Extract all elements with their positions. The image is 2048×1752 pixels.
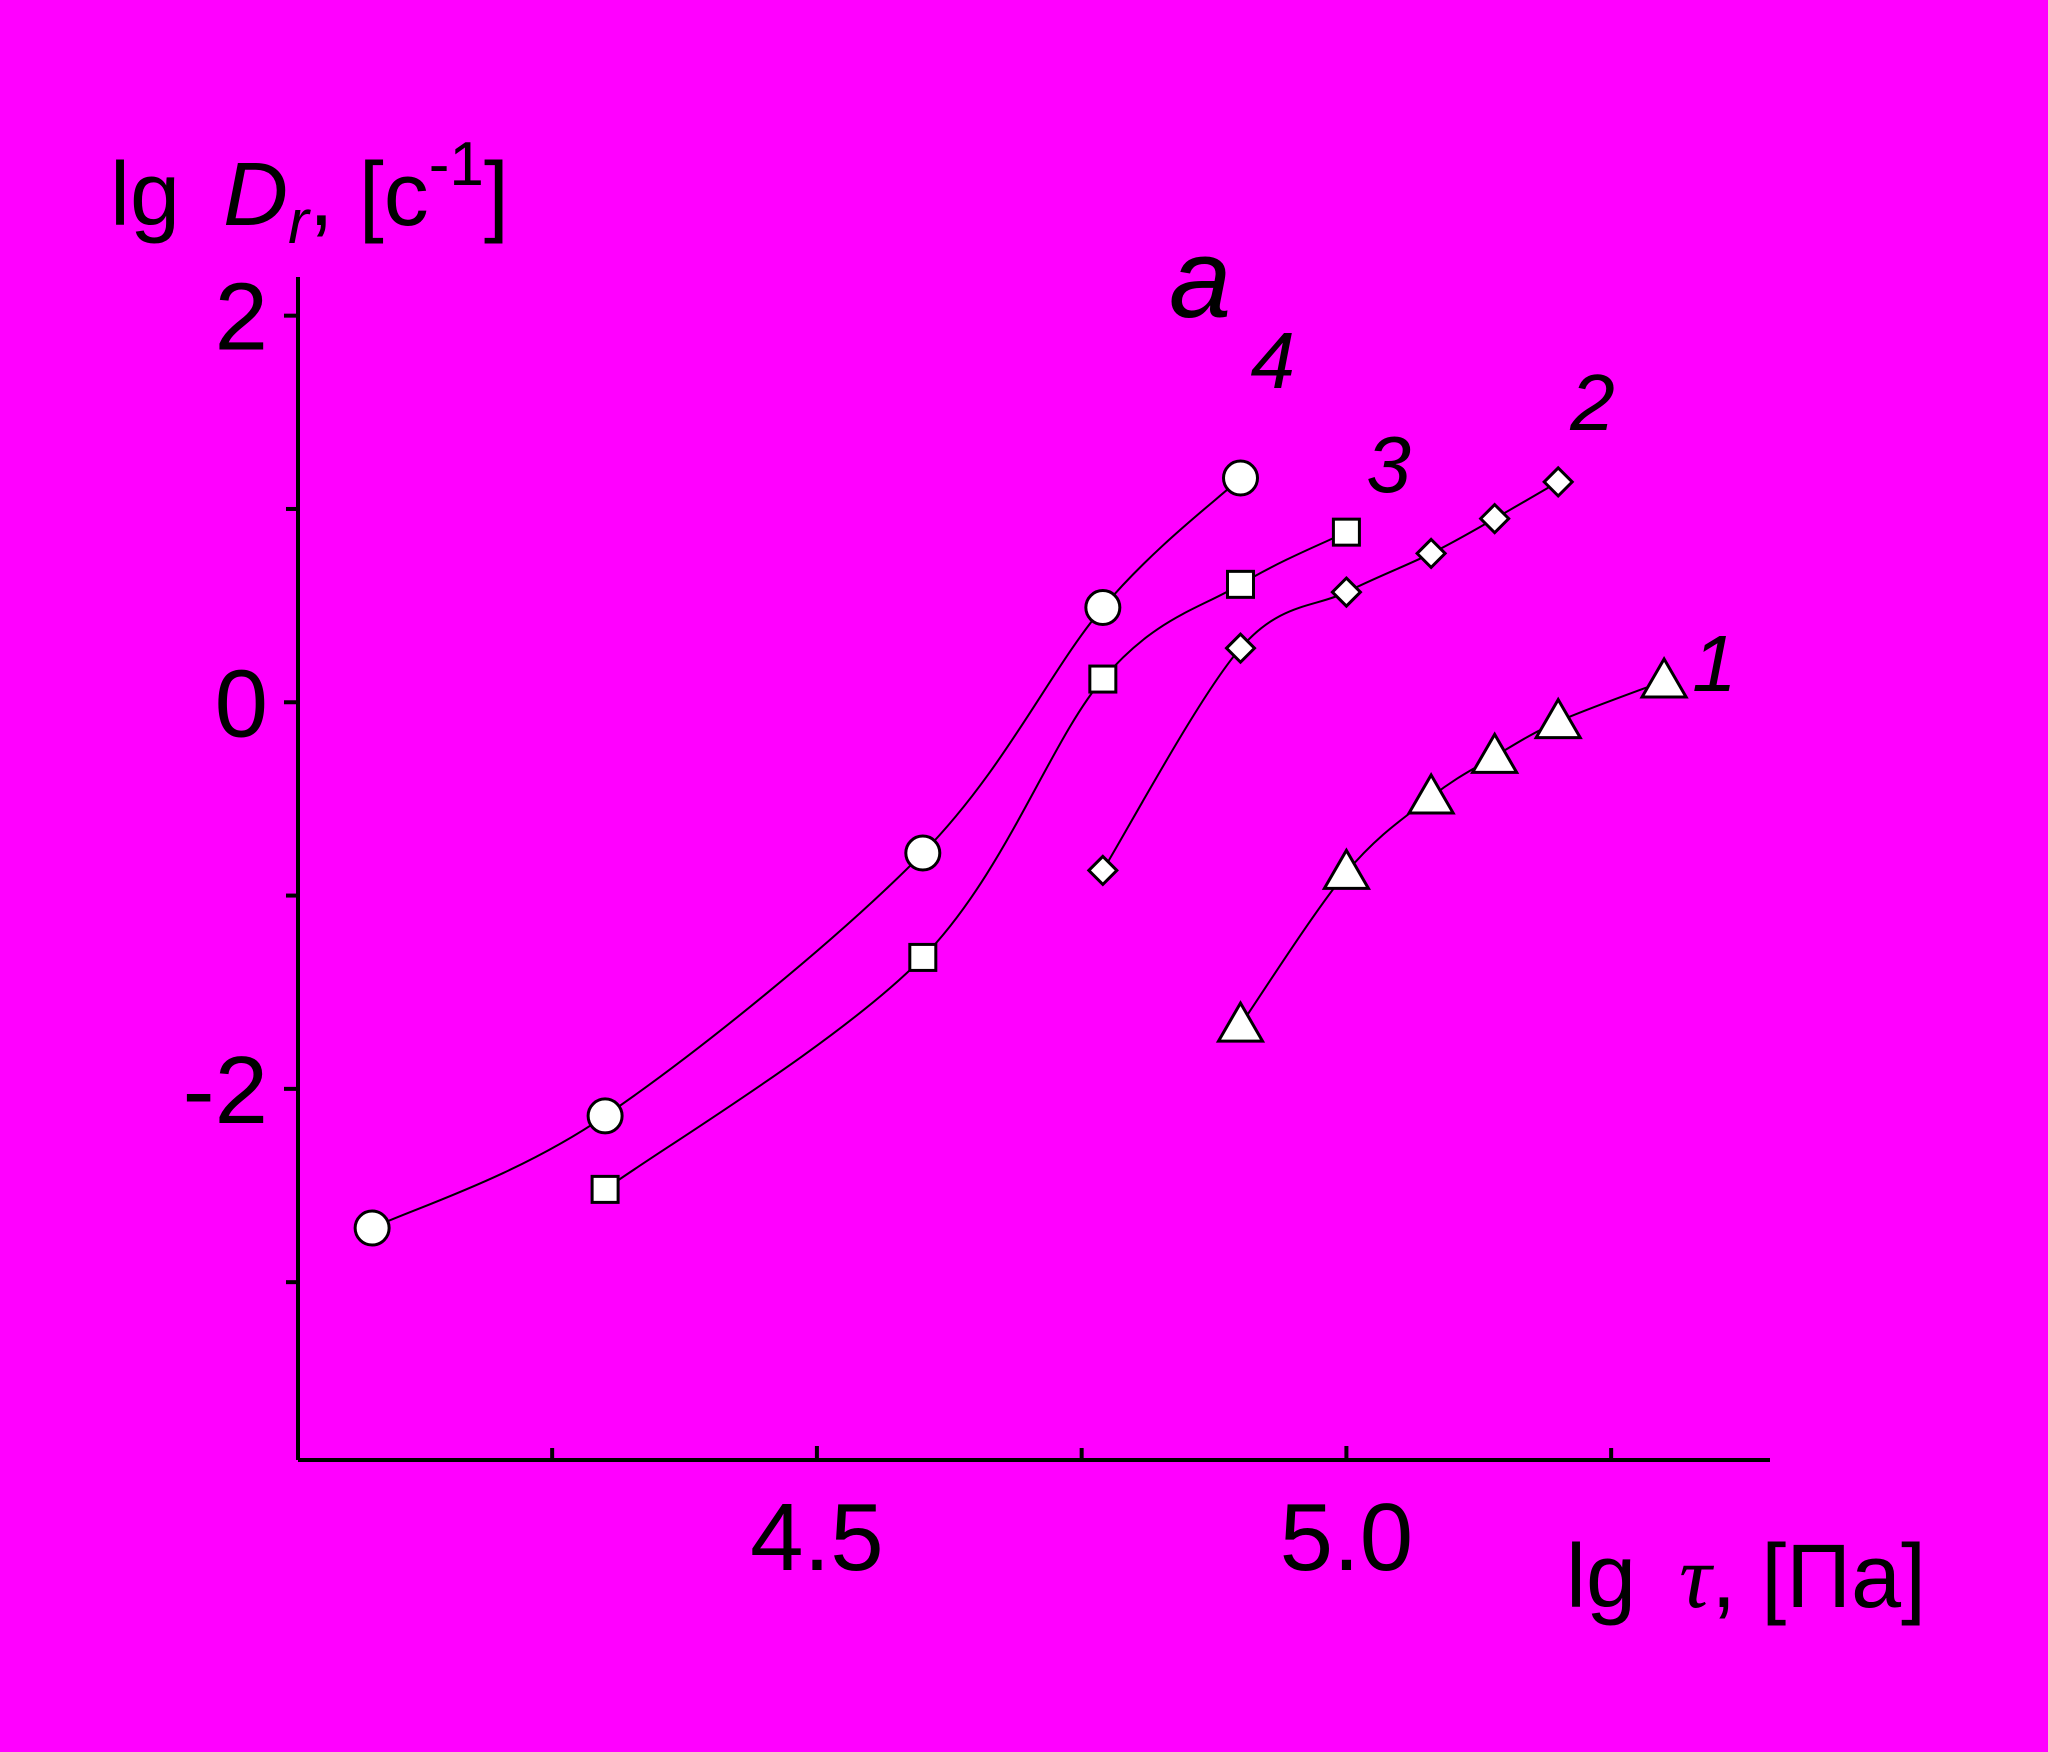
data-point — [1084, 589, 1122, 627]
series-label: 4 — [1251, 316, 1296, 405]
data-point — [1321, 847, 1372, 890]
y-tick-label: -2 — [183, 1037, 268, 1144]
series-label: 1 — [1692, 619, 1737, 708]
data-point — [1088, 664, 1118, 694]
data-point — [908, 942, 938, 972]
data-point — [590, 1174, 620, 1204]
x-tick-label: 4.5 — [750, 1484, 883, 1591]
data-point — [1331, 517, 1361, 547]
series-line — [371, 477, 1242, 1229]
data-point — [1226, 569, 1256, 599]
y-tick-label: 0 — [215, 650, 268, 757]
y-axis-label-part: ] — [484, 145, 509, 245]
x-axis-label-part: , [Па] — [1711, 1527, 1926, 1627]
x-axis-label-part: lg — [1566, 1527, 1661, 1627]
y-axis-label-part: D — [223, 145, 288, 245]
series-line — [1239, 680, 1665, 1026]
data-point — [1415, 537, 1448, 570]
data-point — [1639, 656, 1689, 699]
data-point — [1224, 632, 1257, 665]
chart-title: a — [1169, 216, 1231, 341]
data-point — [1533, 696, 1583, 740]
series-label: 3 — [1366, 420, 1411, 509]
data-point — [586, 1097, 624, 1135]
y-axis-label-part: , [c — [309, 145, 429, 245]
x-axis-label: lg τ, [Па] — [1566, 1527, 1926, 1627]
data-point — [1222, 459, 1260, 497]
x-axis-label-part: τ — [1679, 1528, 1714, 1627]
x-tick-label: 5.0 — [1280, 1484, 1413, 1591]
data-point — [353, 1209, 391, 1247]
series-label: 2 — [1569, 358, 1615, 447]
y-axis-label: lg Dr, [c-1] — [110, 130, 509, 257]
y-tick-label: 2 — [215, 264, 268, 371]
y-axis-label-part: r — [288, 188, 311, 257]
data-point — [1215, 1000, 1266, 1043]
data-point — [1330, 575, 1363, 609]
y-axis-label-part: lg — [110, 145, 205, 245]
data-point — [904, 834, 942, 872]
y-axis-label-part: -1 — [429, 130, 484, 199]
data-point — [1542, 465, 1575, 499]
data-point — [1478, 502, 1511, 535]
data-point — [1406, 771, 1456, 815]
data-point — [1086, 854, 1119, 887]
data-point — [1470, 731, 1520, 774]
